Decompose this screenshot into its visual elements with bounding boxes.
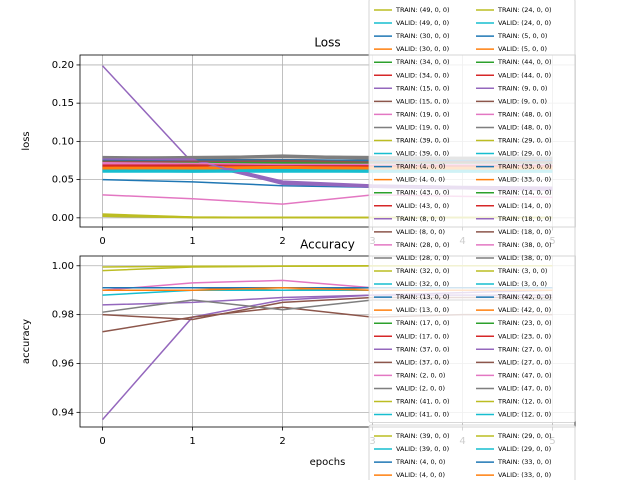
legend-label: VALID: (23, 0, 0) [498,332,551,340]
legend-label: TRAIN: (14, 0, 0) [497,189,552,197]
legend-label: VALID: (8, 0, 0) [396,228,445,236]
legend-label: VALID: (19, 0, 0) [396,123,449,131]
legend-label: TRAIN: (41, 0, 0) [395,398,450,406]
x-tick-label: 2 [279,436,285,447]
y-tick-label: 0.20 [52,60,74,71]
y-tick-label: 0.05 [52,175,74,186]
legend-label: TRAIN: (33, 0, 0) [497,163,552,171]
legend-label: VALID: (39, 0, 0) [396,150,449,158]
legend-label: VALID: (17, 0, 0) [396,332,449,340]
legend-label: VALID: (39, 0, 0) [396,445,449,453]
legend-label: TRAIN: (29, 0, 0) [497,137,552,145]
legend-label: TRAIN: (17, 0, 0) [395,319,450,327]
x-tick-label: 2 [279,236,285,247]
legend-label: VALID: (48, 0, 0) [498,123,551,131]
legend-label: TRAIN: (39, 0, 0) [395,137,450,145]
legend-label: TRAIN: (39, 0, 0) [395,432,450,440]
legend-label: TRAIN: (15, 0, 0) [395,84,450,92]
legend-label: VALID: (43, 0, 0) [396,202,449,210]
legend-label: TRAIN: (43, 0, 0) [395,189,450,197]
chart-title: Accuracy [300,238,355,252]
y-tick-label: 0.15 [52,98,74,109]
legend-label: VALID: (12, 0, 0) [498,411,551,419]
legend-label: TRAIN: (24, 0, 0) [497,6,552,14]
legend-label: TRAIN: (3, 0, 0) [497,267,547,275]
legend-label: TRAIN: (5, 0, 0) [497,32,547,40]
x-tick-label: 0 [99,436,105,447]
legend-label: VALID: (18, 0, 0) [498,228,551,236]
legend: TRAIN: (39, 0, 0) VALID: (39, 0, 0) TRAIN:… [368,424,576,480]
legend-label: TRAIN: (38, 0, 0) [497,241,552,249]
legend-label: VALID: (3, 0, 0) [498,280,547,288]
legend-label: VALID: (47, 0, 0) [498,384,551,392]
y-tick-label: 0.98 [52,310,74,321]
chart-title: Loss [314,36,340,50]
legend-label: VALID: (33, 0, 0) [498,176,551,184]
legend-label: VALID: (15, 0, 0) [396,97,449,105]
legend-label: TRAIN: (42, 0, 0) [497,293,552,301]
legend-label: TRAIN: (23, 0, 0) [497,319,552,327]
legend-label: TRAIN: (30, 0, 0) [395,32,450,40]
legend: TRAIN: (49, 0, 0) VALID: (49, 0, 0) TRAIN:… [368,0,576,423]
legend-label: TRAIN: (33, 0, 0) [497,458,552,466]
legend-label: TRAIN: (4, 0, 0) [395,458,445,466]
legend-label: TRAIN: (13, 0, 0) [395,293,450,301]
x-tick-label: 1 [189,436,195,447]
legend-label: TRAIN: (47, 0, 0) [497,371,552,379]
legend-label: VALID: (24, 0, 0) [498,19,551,27]
legend-frame [368,424,576,480]
legend-label: VALID: (28, 0, 0) [396,254,449,262]
legend-label: TRAIN: (28, 0, 0) [395,241,450,249]
legend-label: TRAIN: (34, 0, 0) [395,58,450,66]
x-tick-label: 1 [189,236,195,247]
y-tick-label: 0.00 [52,213,74,224]
legend-label: TRAIN: (9, 0, 0) [497,84,547,92]
legend-label: TRAIN: (12, 0, 0) [497,398,552,406]
y-axis-label: loss [21,131,32,150]
y-tick-label: 1.00 [52,261,74,272]
legend-label: TRAIN: (29, 0, 0) [497,432,552,440]
legend-label: TRAIN: (44, 0, 0) [497,58,552,66]
legend-label: VALID: (29, 0, 0) [498,150,551,158]
legend-label: TRAIN: (18, 0, 0) [497,215,552,223]
legend-frame [368,0,576,423]
legend-label: TRAIN: (19, 0, 0) [395,110,450,118]
legend-label: VALID: (2, 0, 0) [396,384,445,392]
legend-label: VALID: (13, 0, 0) [396,306,449,314]
legend-label: VALID: (4, 0, 0) [396,176,445,184]
legend-label: VALID: (27, 0, 0) [498,358,551,366]
legend-label: TRAIN: (37, 0, 0) [395,345,450,353]
legend-label: VALID: (42, 0, 0) [498,306,551,314]
legend-label: TRAIN: (48, 0, 0) [497,110,552,118]
legend-label: VALID: (38, 0, 0) [498,254,551,262]
legend-label: VALID: (34, 0, 0) [396,71,449,79]
legend-label: VALID: (32, 0, 0) [396,280,449,288]
legend-label: TRAIN: (8, 0, 0) [395,215,445,223]
y-tick-label: 0.10 [52,136,74,147]
legend-label: VALID: (41, 0, 0) [396,411,449,419]
legend-label: VALID: (49, 0, 0) [396,19,449,27]
legend-label: TRAIN: (2, 0, 0) [395,371,445,379]
x-axis-label: epochs [310,457,346,468]
legend-label: VALID: (30, 0, 0) [396,45,449,53]
legend-label: VALID: (9, 0, 0) [498,97,547,105]
legend-label: VALID: (14, 0, 0) [498,202,551,210]
y-tick-label: 0.96 [52,358,74,369]
legend-label: TRAIN: (27, 0, 0) [497,345,552,353]
y-tick-label: 0.94 [52,407,74,418]
legend-label: TRAIN: (49, 0, 0) [395,6,450,14]
legend-label: VALID: (37, 0, 0) [396,358,449,366]
legend-label: VALID: (5, 0, 0) [498,45,547,53]
legend-label: VALID: (4, 0, 0) [396,471,445,479]
legend-label: TRAIN: (4, 0, 0) [395,163,445,171]
y-axis-label: accuracy [21,319,32,364]
legend-label: TRAIN: (32, 0, 0) [395,267,450,275]
legend-label: VALID: (44, 0, 0) [498,71,551,79]
legend-label: VALID: (33, 0, 0) [498,471,551,479]
x-tick-label: 0 [99,236,105,247]
legend-label: VALID: (29, 0, 0) [498,445,551,453]
